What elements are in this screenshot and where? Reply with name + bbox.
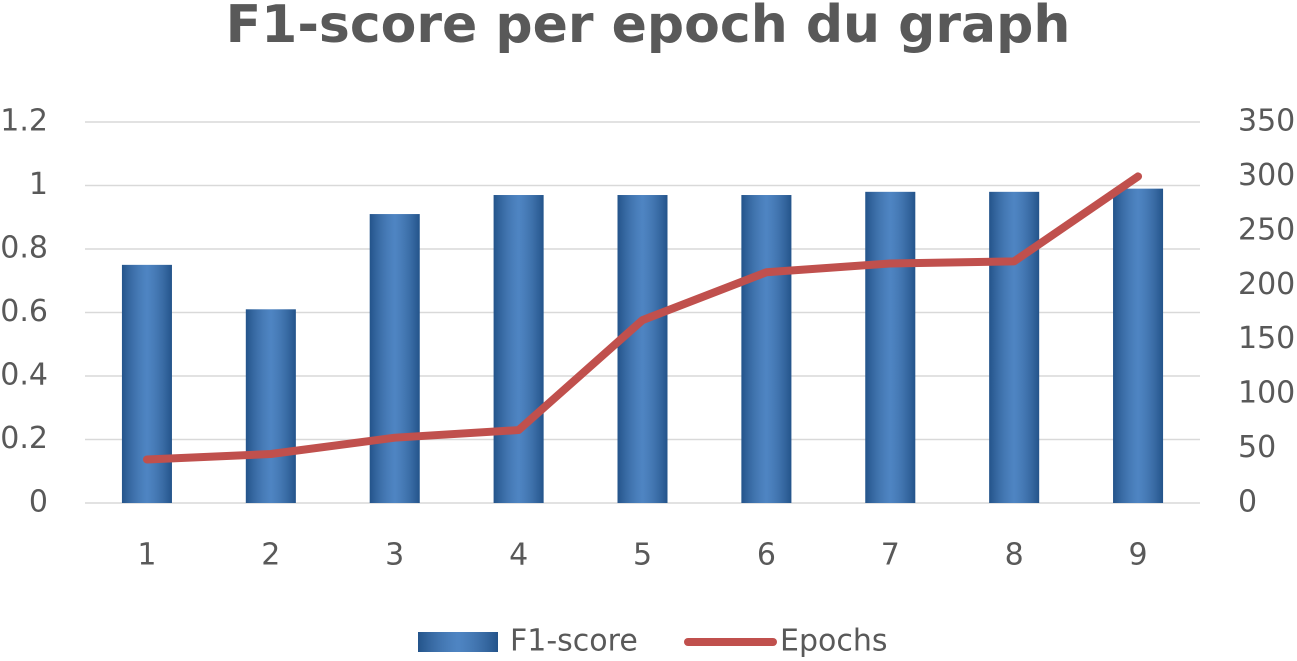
y2-tick-label: 300 [1238, 158, 1295, 193]
y-tick-label: 1.2 [0, 104, 48, 139]
x-tick-label: 4 [509, 538, 528, 573]
y2-tick-label: 250 [1238, 212, 1295, 247]
y2-tick-label: 50 [1238, 430, 1276, 465]
legend-label: Epochs [780, 624, 888, 659]
chart-title: F1-score per epoch du graph [226, 0, 1071, 55]
y-tick-label: 0.6 [0, 294, 48, 329]
y2-tick-label: 100 [1238, 376, 1295, 411]
bar [493, 195, 544, 503]
bar [989, 191, 1040, 503]
legend-swatch-shade [418, 632, 498, 652]
y2-tick-label: 350 [1238, 104, 1295, 139]
x-tick-label: 2 [261, 538, 280, 573]
bar [617, 195, 668, 503]
y2-tick-label: 150 [1238, 321, 1295, 356]
bar [369, 214, 420, 503]
y2-tick-label: 0 [1238, 485, 1257, 520]
y-tick-label: 0.4 [0, 358, 48, 393]
x-tick-label: 6 [757, 538, 776, 573]
legend-label: F1-score [510, 624, 638, 659]
bar [1113, 188, 1164, 504]
x-tick-label: 3 [385, 538, 404, 573]
y2-tick-label: 200 [1238, 267, 1295, 302]
bar [121, 264, 172, 503]
y-tick-label: 0.2 [0, 421, 48, 456]
y-tick-label: 0 [29, 485, 48, 520]
x-tick-label: 7 [881, 538, 900, 573]
y-tick-label: 0.8 [0, 231, 48, 266]
bar [741, 195, 792, 503]
bar [245, 309, 296, 503]
line [142, 172, 1143, 464]
x-tick-label: 9 [1129, 538, 1148, 573]
x-tick-label: 5 [633, 538, 652, 573]
x-tick-label: 8 [1005, 538, 1024, 573]
bar [865, 191, 916, 503]
x-tick-label: 1 [137, 538, 156, 573]
y-tick-label: 1 [29, 167, 48, 202]
